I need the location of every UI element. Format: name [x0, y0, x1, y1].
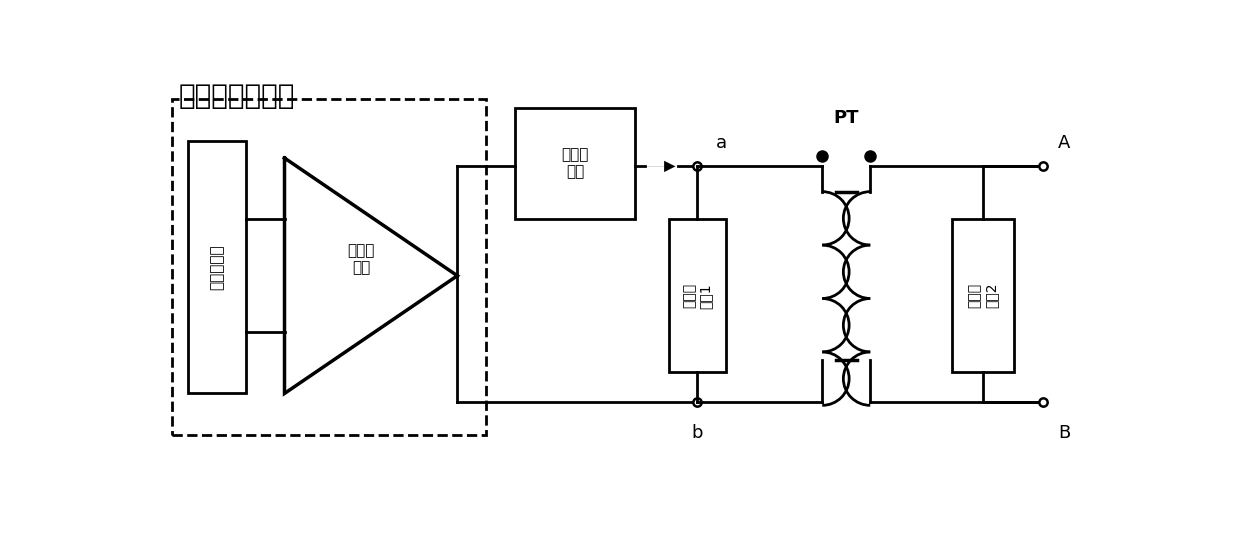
FancyBboxPatch shape — [669, 219, 726, 372]
Text: A: A — [1058, 134, 1070, 152]
Text: 电压传
感器1: 电压传 感器1 — [683, 283, 712, 308]
Text: a: a — [716, 134, 727, 152]
Text: b: b — [691, 424, 704, 442]
Text: 电流传
感器: 电流传 感器 — [561, 147, 589, 180]
FancyBboxPatch shape — [515, 108, 636, 219]
FancyBboxPatch shape — [952, 219, 1015, 372]
Text: 交直流混合电源: 交直流混合电源 — [178, 82, 295, 110]
Text: PT: PT — [834, 109, 859, 127]
Text: 函数发生器: 函数发生器 — [209, 245, 224, 290]
Text: B: B — [1058, 424, 1070, 442]
Text: 功率放
大器: 功率放 大器 — [348, 243, 375, 275]
FancyBboxPatch shape — [188, 141, 247, 394]
Text: 电压传
感器2: 电压传 感器2 — [968, 283, 999, 308]
FancyBboxPatch shape — [172, 99, 486, 436]
